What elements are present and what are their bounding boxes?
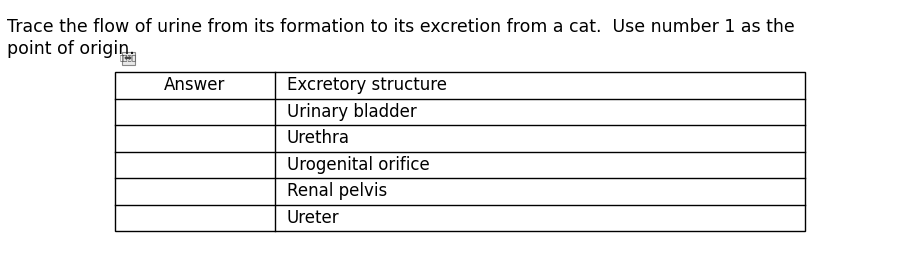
Text: point of origin.: point of origin. [7, 40, 135, 58]
Bar [122, 52, 134, 65]
Text: ⬌: ⬌ [124, 53, 132, 63]
Text: Urogenital orifice: Urogenital orifice [287, 156, 430, 174]
Text: Excretory structure: Excretory structure [287, 76, 447, 94]
Text: Urinary bladder: Urinary bladder [287, 103, 417, 121]
Text: Trace the flow of urine from its formation to its excretion from a cat.  Use num: Trace the flow of urine from its formati… [7, 18, 795, 36]
Bar [115, 72, 805, 231]
Text: Urethra: Urethra [287, 129, 350, 147]
Text: ⭢⭣⭠⭡: ⭢⭣⭠⭡ [120, 55, 137, 61]
Text: Answer: Answer [165, 76, 226, 94]
Text: Renal pelvis: Renal pelvis [287, 182, 387, 200]
Text: Ureter: Ureter [287, 209, 339, 227]
